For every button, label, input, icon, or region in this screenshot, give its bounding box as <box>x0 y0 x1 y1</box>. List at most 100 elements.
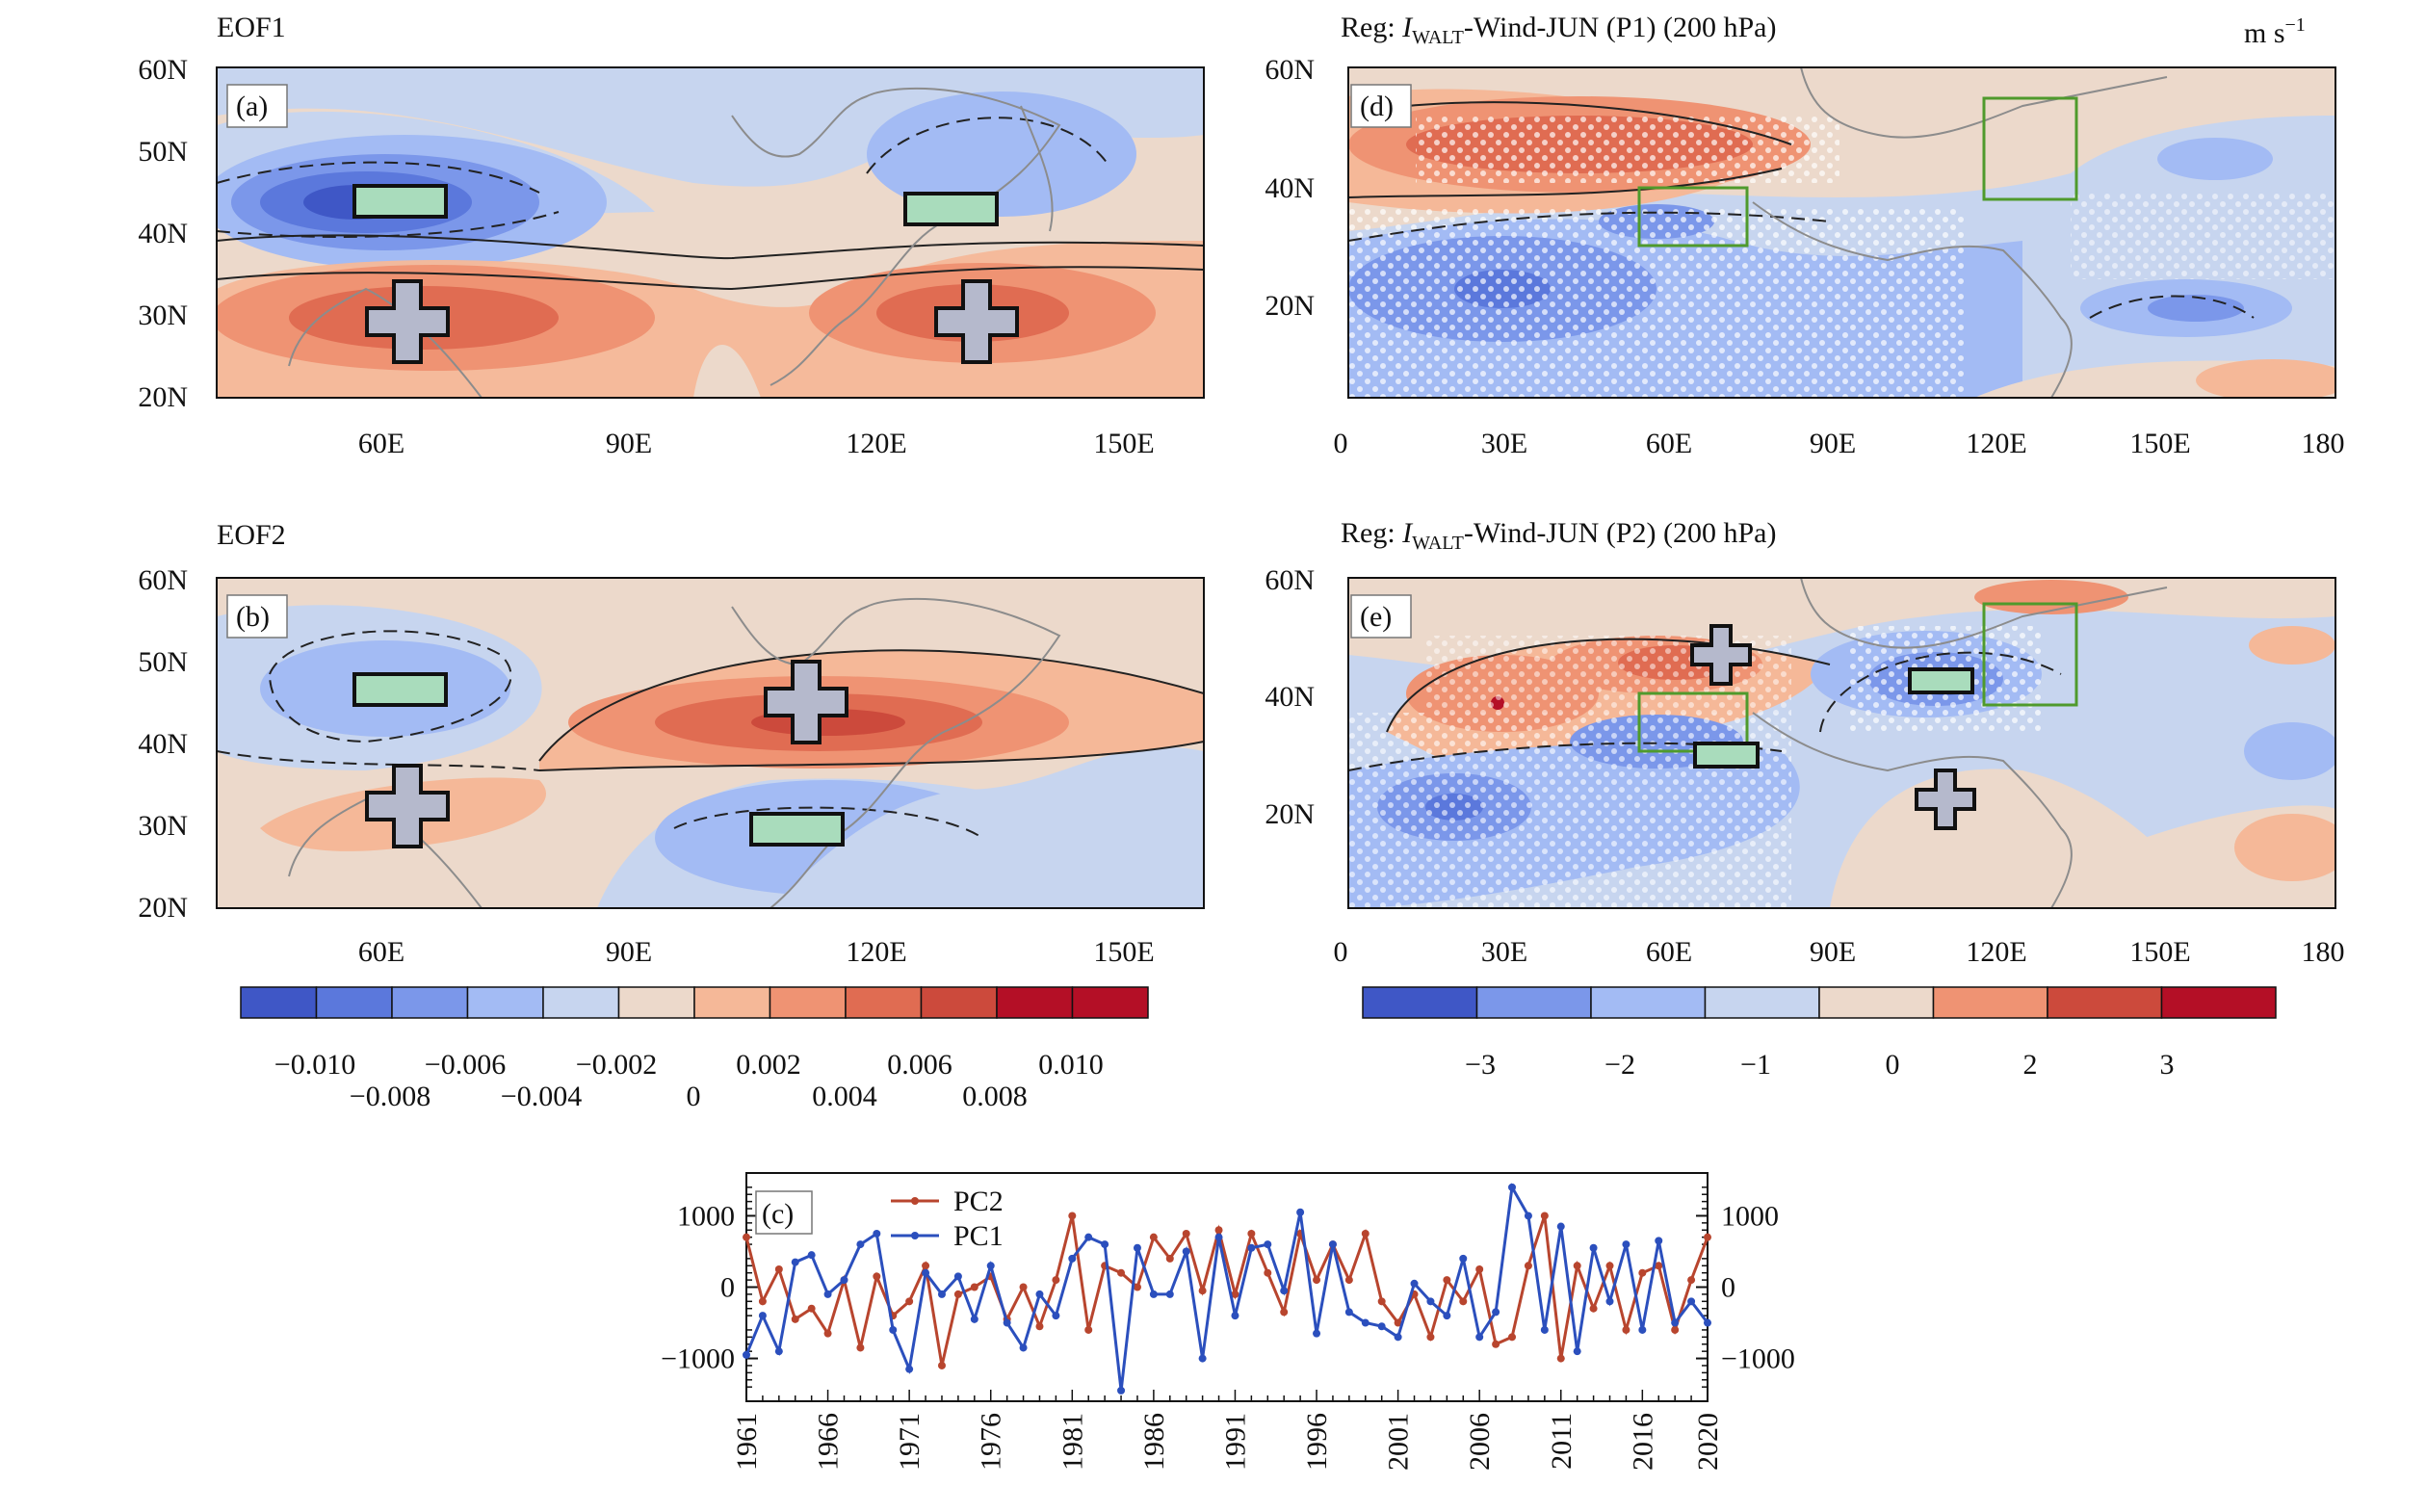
lon-tick-120e: 120E <box>846 936 906 968</box>
point-pc1 <box>791 1258 799 1266</box>
panel-d-title: Reg: IWALT-Wind-JUN (P1) (200 hPa) <box>1341 12 1776 48</box>
panel-c-tag: (c) <box>762 1198 794 1230</box>
lat-tick-60n: 60N <box>1265 54 1315 86</box>
point-pc1 <box>986 1262 995 1270</box>
point-pc1 <box>1394 1333 1402 1342</box>
panel-b-lon-ticks: 60E 90E 120E 150E <box>358 936 1155 968</box>
panel-a-title: EOF1 <box>217 12 286 43</box>
colorbar-eof <box>240 986 1149 1019</box>
point-pc2 <box>1361 1229 1370 1238</box>
point-pc2 <box>1492 1340 1500 1348</box>
point-pc2 <box>1589 1304 1598 1313</box>
point-pc1 <box>1296 1208 1305 1216</box>
panel-a-tag-box <box>226 84 288 128</box>
point-pc1 <box>1671 1318 1680 1327</box>
colorbar-reg-cell <box>1932 986 2048 1019</box>
point-pc1 <box>1117 1386 1126 1395</box>
lon-tick-60e: 60E <box>358 936 404 968</box>
point-pc1 <box>1687 1297 1696 1306</box>
colorbar-eof-cell <box>240 986 318 1019</box>
lat-tick-30n: 30N <box>138 810 188 842</box>
point-pc2 <box>1198 1287 1207 1295</box>
point-pc1 <box>873 1229 881 1238</box>
panel-c-frame <box>745 1172 1709 1402</box>
point-pc1 <box>1556 1222 1565 1231</box>
point-pc1 <box>1068 1254 1077 1263</box>
point-pc2 <box>953 1290 962 1298</box>
point-pc1 <box>1165 1290 1174 1298</box>
legend-pc1-marker <box>911 1232 919 1239</box>
point-pc1 <box>1605 1297 1614 1306</box>
point-pc1 <box>1377 1322 1386 1331</box>
cbar-reg-label: 3 <box>2160 1049 2175 1081</box>
lon-tick-180: 180 <box>2302 936 2345 968</box>
point-pc2 <box>1687 1276 1696 1285</box>
lon-tick-120e: 120E <box>1966 936 2026 968</box>
cbar-reg-label: 0 <box>1886 1049 1900 1081</box>
point-pc2 <box>774 1264 783 1273</box>
cbar-eof-label: 0.006 <box>887 1049 952 1081</box>
point-pc2 <box>1377 1297 1386 1306</box>
lat-tick-40n: 40N <box>138 218 188 249</box>
point-pc2 <box>1313 1276 1321 1285</box>
lon-tick-90e: 90E <box>606 428 652 459</box>
point-pc1 <box>1655 1237 1663 1245</box>
point-pc2 <box>1117 1268 1126 1277</box>
point-pc1 <box>1198 1354 1207 1363</box>
x-tick-label: 2001 <box>1383 1413 1415 1471</box>
y-tick-label-right: 0 <box>1721 1272 1735 1304</box>
point-pc2 <box>1605 1262 1614 1270</box>
y-tick-label-left: 0 <box>720 1272 735 1304</box>
point-pc1 <box>743 1350 750 1359</box>
point-pc1 <box>889 1325 898 1334</box>
point-pc1 <box>1492 1308 1500 1316</box>
point-pc2 <box>1019 1283 1028 1291</box>
legend-pc2-label: PC2 <box>953 1186 1004 1217</box>
point-pc1 <box>953 1272 962 1281</box>
point-pc1 <box>1344 1308 1353 1316</box>
point-pc1 <box>1003 1318 1011 1327</box>
lon-tick-150e: 150E <box>1093 428 1154 459</box>
lat-tick-40n: 40N <box>1265 172 1315 204</box>
x-tick-label: 2006 <box>1464 1413 1496 1471</box>
colorbar-reg-cell <box>1818 986 1935 1019</box>
point-pc1 <box>1313 1329 1321 1338</box>
cbar-eof-label: 0.008 <box>962 1081 1028 1112</box>
panel-d-map <box>1348 67 2335 398</box>
x-tick-label: 1976 <box>976 1413 1007 1471</box>
lon-tick-0: 0 <box>1334 936 1348 968</box>
panel-e-tag: (e) <box>1360 601 1392 633</box>
lon-tick-120e: 120E <box>846 428 906 459</box>
point-pc2 <box>1573 1262 1581 1270</box>
point-pc1 <box>1084 1233 1093 1241</box>
point-pc1 <box>1508 1183 1517 1191</box>
panel-e-tag-box <box>1350 594 1412 639</box>
point-pc1 <box>1101 1240 1109 1249</box>
point-pc2 <box>1426 1333 1435 1342</box>
lon-tick-30e: 30E <box>1481 428 1527 459</box>
panel-b-lat-ticks: 60N 50N 40N 30N 20N <box>138 564 188 924</box>
point-pc2 <box>1524 1262 1532 1270</box>
lon-tick-90e: 90E <box>606 936 652 968</box>
point-pc1 <box>1704 1318 1711 1327</box>
point-pc1 <box>1035 1290 1044 1298</box>
panel-b-tag: (b) <box>236 601 270 633</box>
point-pc2 <box>1655 1262 1663 1270</box>
lat-tick-60n: 60N <box>1265 564 1315 596</box>
panel-a-frame <box>216 66 1205 399</box>
x-tick-label: 2020 <box>1692 1413 1724 1471</box>
colorbar-reg <box>1362 986 2277 1019</box>
x-tick-label: 1961 <box>731 1413 763 1471</box>
point-pc2 <box>1622 1325 1630 1334</box>
panel-a-lat-ticks: 60N 50N 40N 30N 20N <box>138 54 188 413</box>
lon-tick-180: 180 <box>2302 428 2345 459</box>
point-pc1 <box>1182 1247 1190 1256</box>
point-pc2 <box>1182 1229 1190 1238</box>
point-pc2 <box>1443 1276 1451 1285</box>
cbar-reg-label: 2 <box>2023 1049 2038 1081</box>
point-pc2 <box>1280 1308 1289 1316</box>
lat-tick-50n: 50N <box>138 136 188 168</box>
colorbar-eof-cell <box>845 986 923 1019</box>
point-pc1 <box>922 1268 930 1277</box>
lat-tick-60n: 60N <box>138 564 188 596</box>
